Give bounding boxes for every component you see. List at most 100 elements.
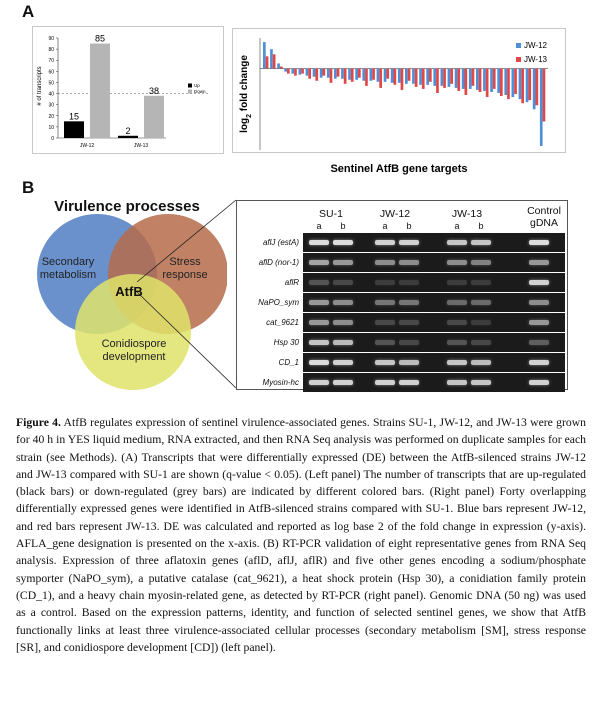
legend-swatch-jw-12 [516, 43, 521, 48]
bar-jw-13 [343, 68, 347, 84]
replicate-label: a [454, 221, 460, 231]
gel-band [375, 240, 395, 246]
strain-jw12: JW-12 [379, 208, 411, 220]
venn-label-sr: Stress response [150, 256, 220, 282]
gel-band [333, 340, 353, 346]
bar-jw-12 [326, 68, 330, 78]
connector-lines [136, 199, 237, 389]
gel-band [447, 320, 467, 326]
replicate-label: a [382, 221, 388, 231]
category-label: JW-13 [134, 143, 149, 149]
gel-band [399, 380, 419, 386]
bar-jw-13 [464, 68, 468, 96]
bar-jw-13 [436, 68, 439, 93]
y-tick-label: 90 [48, 36, 54, 42]
gel-band [399, 260, 419, 266]
gel-band [447, 340, 467, 346]
bar-jw-12 [298, 68, 302, 75]
gel-band [333, 240, 353, 246]
gel-band [333, 260, 353, 266]
y-tick-label: 10 [48, 125, 54, 131]
strain-jw13: JW-13 [451, 208, 483, 220]
gel-band [309, 240, 329, 246]
gel-band [375, 320, 395, 326]
gel-band [529, 380, 549, 386]
gel-band [333, 360, 353, 366]
venn-circle-cd [75, 274, 191, 390]
bar-jw-12 [383, 68, 387, 82]
bar-jw-12 [426, 68, 429, 85]
gene-label: CD_1 [278, 358, 299, 367]
bar-jw-12 [433, 68, 437, 86]
venn-label-cd-line2: development [102, 351, 166, 363]
bar-jw-13 [336, 68, 340, 77]
gel-band [471, 300, 491, 306]
bar-jw-12 [483, 68, 486, 91]
gene-label: cat_9621 [266, 318, 299, 327]
gel-band [529, 260, 549, 266]
gel-band [471, 280, 491, 286]
bar-jw-12 [412, 68, 415, 84]
bar-jw-13 [542, 68, 546, 122]
transcript-count-chart: # of transcripts 0 10 20 30 40 50 60 70 80 90 15 85… [32, 26, 224, 154]
bar-jw-12 [440, 68, 444, 86]
bar-jw-13 [492, 68, 496, 89]
bar-jw-12 [312, 68, 316, 77]
gel-row [303, 273, 565, 293]
bar-jw-12 [284, 68, 287, 72]
gel-band [529, 240, 549, 246]
bar-down [90, 43, 110, 138]
legend-swatch-jw-13 [516, 57, 521, 62]
bar-jw-12 [504, 68, 508, 96]
bar-jw-13 [507, 68, 510, 100]
bar-jw-12 [362, 68, 366, 81]
bar-jw-13 [322, 68, 326, 76]
legend-label-jw-13: JW-13 [524, 55, 548, 64]
panel-a-letter: A [22, 2, 35, 21]
bar-jw-13 [272, 54, 276, 69]
y-tick-label: 50 [48, 80, 54, 86]
bar-jw-12 [447, 68, 451, 87]
x-axis-label-2: Sentinel AtfB gene targets [330, 163, 467, 175]
bar-jw-12 [532, 68, 536, 110]
y-tick-label: 20 [48, 114, 54, 120]
y-axis-label: # of transcripts [37, 66, 43, 105]
bar-jw-12 [355, 68, 358, 80]
bar-jw-13 [485, 68, 489, 98]
bar-jw-12 [461, 68, 465, 89]
gel-band [375, 300, 395, 306]
legend-swatch-down [188, 89, 192, 94]
bar-jw-12 [476, 68, 479, 90]
bar-jw-13 [514, 68, 517, 94]
bar-value-label: 15 [69, 111, 79, 121]
gel-band [399, 300, 419, 306]
bar-jw-13 [400, 68, 404, 90]
gel-band [309, 360, 329, 366]
bar-jw-12 [319, 68, 323, 78]
figure-label: Figure 4. [16, 416, 61, 429]
gene-label: aflD (nor-1) [258, 258, 299, 267]
bar-jw-13 [379, 68, 382, 88]
gel-band [447, 260, 467, 266]
gel-band [529, 280, 549, 286]
bar-jw-13 [372, 68, 375, 80]
bar-jw-12 [497, 68, 500, 93]
venn-center-label: AtfB [115, 284, 143, 299]
gene-label: NaPO_sym [258, 298, 299, 307]
gene-label: Hsp 30 [273, 338, 299, 347]
gel-band [333, 280, 353, 286]
gel-band [399, 280, 419, 286]
bar-jw-12 [263, 42, 266, 69]
venn-label-sm-line2: metabolism [39, 269, 97, 281]
gene-label: aflR [284, 278, 299, 287]
bar-value-label: 2 [125, 126, 130, 136]
bar-up [64, 121, 84, 138]
venn-title: Virulence processes [54, 198, 200, 215]
gel-band [471, 260, 491, 266]
bar-jw-12 [341, 68, 344, 79]
y-tick-label: 40 [48, 92, 54, 98]
bar-jw-13 [294, 68, 297, 76]
legend-label-jw-12: JW-12 [524, 41, 548, 50]
gel-band [447, 360, 467, 366]
gel-band [529, 340, 549, 346]
